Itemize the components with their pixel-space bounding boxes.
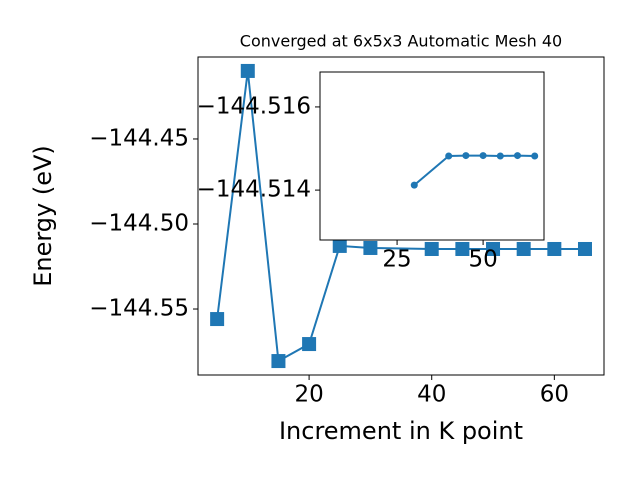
y-tick-label: −144.516 xyxy=(197,93,311,119)
y-tick-label: −144.514 xyxy=(197,177,311,203)
marker xyxy=(479,152,487,160)
y-tick-label: −144.45 xyxy=(89,125,189,151)
marker xyxy=(363,240,378,255)
marker xyxy=(531,152,539,160)
y-tick-label: −144.50 xyxy=(89,210,189,236)
plot-group xyxy=(210,63,592,369)
y-tick-label: −144.55 xyxy=(89,296,189,322)
x-tick-label: 60 xyxy=(540,382,569,408)
marker xyxy=(455,241,470,256)
frame xyxy=(197,56,605,376)
marker xyxy=(486,241,501,256)
x-tick-label: 40 xyxy=(417,382,446,408)
marker xyxy=(302,337,317,352)
x-tick-label: 20 xyxy=(294,382,323,408)
marker xyxy=(210,312,225,327)
marker xyxy=(240,63,255,78)
marker xyxy=(516,241,531,256)
marker xyxy=(514,152,522,160)
marker xyxy=(332,238,347,253)
frame xyxy=(319,71,545,241)
x-tick-label: 50 xyxy=(468,247,497,273)
marker xyxy=(547,241,562,256)
y-axis-label: Energy (eV) xyxy=(29,145,57,287)
marker xyxy=(462,152,470,160)
x-axis-label: Increment in K point xyxy=(279,417,523,445)
marker xyxy=(577,241,592,256)
marker xyxy=(496,152,504,160)
chart-title: Converged at 6x5x3 Automatic Mesh 40 xyxy=(240,32,562,51)
marker xyxy=(410,181,418,189)
marker xyxy=(445,152,453,160)
x-tick-label: 25 xyxy=(382,247,411,273)
plot-group xyxy=(410,152,539,189)
marker xyxy=(424,241,439,256)
marker xyxy=(271,354,286,369)
